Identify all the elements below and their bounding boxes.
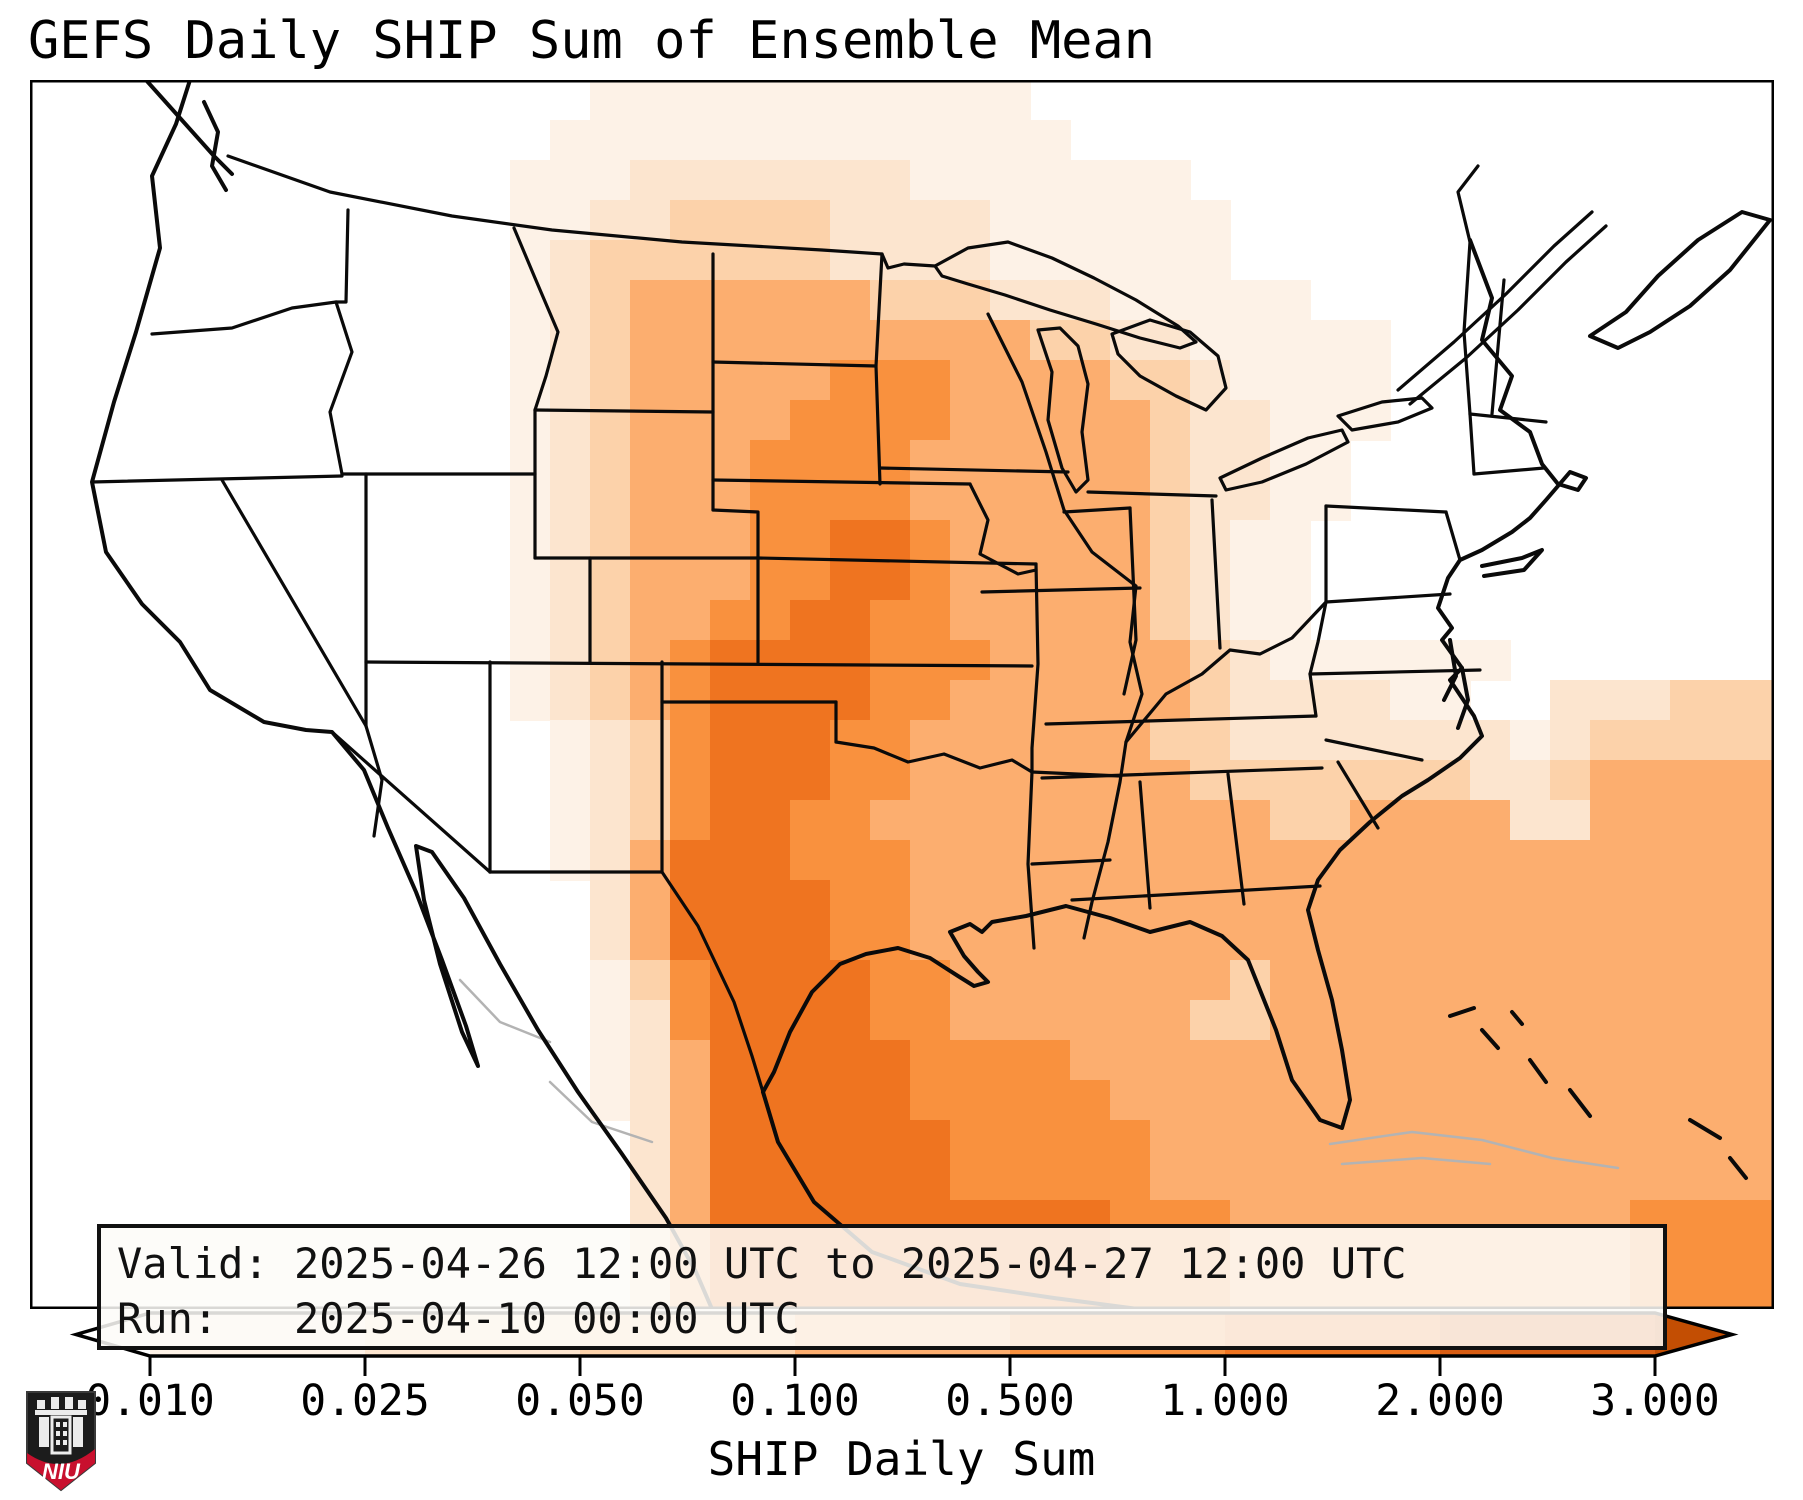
state-border [328, 300, 354, 476]
state-border [220, 478, 368, 728]
cuba-coast-gray [1328, 1130, 1620, 1170]
lake-michigan [1036, 326, 1090, 494]
state-border [1030, 770, 1122, 778]
state-border [1324, 592, 1452, 604]
state-border [711, 508, 760, 664]
canada-border [226, 154, 937, 270]
state-border [512, 226, 560, 412]
colorbar-tick-label: 0.050 [515, 1376, 644, 1426]
state-border [1308, 672, 1318, 718]
lake-erie [1218, 428, 1350, 492]
plot-title: GEFS Daily SHIP Sum of Ensemble Mean [28, 11, 1156, 71]
state-border [1490, 278, 1506, 416]
colorbar-tick-label: 0.010 [85, 1376, 214, 1426]
maine-border [1456, 164, 1480, 244]
colorbar-tick-label: 3.000 [1590, 1376, 1719, 1426]
state-border [533, 408, 715, 414]
bahamas-islands [1728, 1156, 1748, 1180]
rio-grande-border [660, 870, 765, 1094]
niu-logo: NIU [26, 1391, 96, 1492]
state-border [1308, 668, 1482, 676]
state-border [90, 474, 344, 484]
long-island-coast [1480, 548, 1544, 578]
state-border [1030, 858, 1112, 866]
state-border [1040, 766, 1324, 780]
lake-ontario [1336, 396, 1434, 432]
state-border [878, 466, 1070, 474]
state-border [1062, 506, 1132, 514]
state-border [364, 660, 1034, 668]
castle-icon [35, 1397, 87, 1455]
cuba-coast-gray [1340, 1156, 1492, 1166]
colorbar-tick-label: 1.000 [1160, 1376, 1289, 1426]
colorbar-tick-label: 0.025 [300, 1376, 429, 1426]
colorbar-tick-label: 2.000 [1375, 1376, 1504, 1426]
bahamas-islands [1528, 1058, 1548, 1084]
state-border [330, 730, 492, 874]
state-border [1468, 412, 1548, 424]
state-border [1308, 600, 1328, 676]
mexico-border-gray [458, 978, 552, 1044]
red-river-border [834, 740, 1034, 774]
colorbar-label: SHIP Daily Sum [707, 1432, 1096, 1486]
bahamas-islands [1510, 1010, 1524, 1026]
puget-sound-coast [202, 100, 228, 192]
chesapeake-bay-coast [1456, 666, 1470, 730]
map-canvas: Valid: 2025-04-26 12:00 UTC to 2025-04-2… [30, 80, 1774, 1350]
vancouver-island-coast [144, 80, 234, 176]
state-border [1030, 562, 1040, 774]
state-border [711, 478, 972, 486]
state-border [980, 586, 1142, 594]
colorbar-tick-label: 0.500 [945, 1376, 1074, 1426]
state-border [874, 252, 884, 486]
niu-text: NIU [42, 1459, 81, 1484]
mississippi-river [986, 312, 1144, 940]
state-border [1226, 772, 1246, 906]
valid-time-text: Valid: 2025-04-26 12:00 UTC to 2025-04-2… [117, 1239, 1407, 1288]
state-border [1336, 760, 1380, 830]
state-border [1468, 412, 1476, 476]
conus-map [30, 80, 1774, 1309]
state-border [1070, 884, 1322, 902]
bahamas-islands [1688, 1118, 1722, 1140]
bahamas-islands [1568, 1088, 1592, 1118]
run-time-text: Run: 2025-04-10 00:00 UTC [117, 1294, 800, 1343]
state-border [1086, 490, 1218, 498]
geography-layer [90, 80, 1772, 1309]
nova-scotia-coast [1588, 210, 1772, 350]
state-border [1026, 770, 1036, 950]
valid-run-info-box: Valid: 2025-04-26 12:00 UTC to 2025-04-2… [97, 1224, 1667, 1350]
state-border [711, 360, 878, 368]
bahamas-islands [1480, 1028, 1500, 1050]
state-border [1324, 738, 1424, 762]
state-border [1138, 780, 1152, 910]
state-border [1324, 504, 1448, 514]
state-border [1122, 506, 1138, 696]
state-border [756, 556, 1038, 566]
mexico-border-gray [548, 1080, 654, 1144]
bahamas-islands [1448, 1006, 1476, 1018]
state-border [150, 300, 338, 336]
state-border [334, 208, 350, 304]
state-border [968, 482, 1038, 576]
chesapeake-bay-coast [1442, 638, 1458, 702]
state-border [1444, 510, 1462, 562]
ohio-river-border [1124, 600, 1328, 744]
st-lawrence-river [1396, 210, 1594, 392]
lake-superior [933, 240, 1198, 350]
lake-huron [1110, 318, 1228, 412]
state-border [364, 724, 384, 838]
st-lawrence-river [1408, 224, 1608, 406]
state-border [1472, 466, 1546, 476]
state-border [1210, 498, 1222, 650]
atlantic-gulf-coastline [761, 238, 1588, 1130]
niu-red-swoosh [27, 1449, 95, 1490]
pacific-coastline [90, 80, 714, 1309]
colorbar-tick-label: 0.100 [730, 1376, 859, 1426]
state-border [1044, 714, 1318, 726]
state-border [1462, 240, 1472, 416]
